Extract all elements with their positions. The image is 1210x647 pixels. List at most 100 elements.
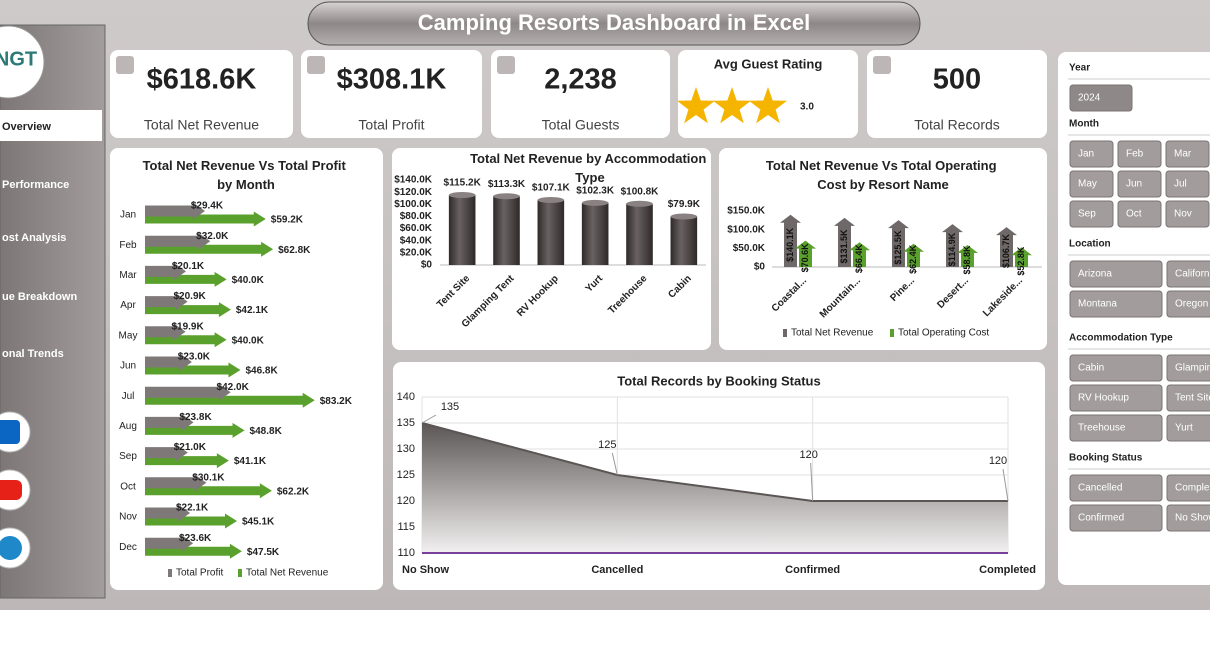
bar — [957, 245, 978, 267]
slicer-button[interactable] — [1165, 170, 1210, 198]
y-tick-label: 110 — [397, 547, 415, 559]
bar — [145, 323, 186, 341]
leader-line — [810, 462, 814, 502]
slicer-item[interactable]: Jun — [1126, 179, 1142, 190]
slicer-button[interactable] — [1166, 414, 1210, 442]
web-glyph — [0, 536, 22, 560]
slicer-item[interactable]: RV Hookup — [1078, 393, 1129, 404]
data-label: $125.5K — [893, 230, 903, 265]
slicer-title: Year — [1069, 63, 1090, 74]
x-tick-label: Cancelled — [591, 564, 643, 576]
slicer-button[interactable] — [1069, 170, 1114, 198]
slicer-item[interactable]: Tent Site — [1175, 393, 1210, 404]
slicer-item[interactable]: Sep — [1078, 209, 1096, 220]
slicer-button[interactable] — [1117, 170, 1162, 198]
data-label: $19.9K — [171, 321, 204, 332]
kpi-label: Total Profit — [358, 117, 424, 133]
data-label: $20.1K — [172, 261, 205, 272]
nav-active — [0, 110, 102, 141]
chart-title: Total Records by Booking Status — [617, 373, 820, 388]
slicer-item[interactable]: 2024 — [1078, 93, 1101, 104]
data-label: $23.0K — [178, 352, 211, 363]
y-tick-label: 140 — [397, 391, 415, 403]
data-label: $131.5K — [839, 229, 849, 264]
data-label: $62.8K — [278, 245, 311, 256]
data-label: $62.2K — [277, 486, 310, 497]
slicer-button[interactable] — [1069, 140, 1114, 168]
bar — [834, 217, 855, 267]
y-tick-label: $80.0K — [400, 211, 433, 222]
bar — [795, 240, 816, 267]
slicer-button[interactable] — [1069, 290, 1163, 318]
data-label: $42.0K — [217, 382, 250, 393]
bar — [942, 224, 963, 267]
y-tick-label: Sep — [119, 451, 137, 462]
bar-cap — [493, 193, 520, 200]
slicer-button[interactable] — [1069, 474, 1163, 502]
y-tick-label: Aug — [119, 421, 137, 432]
slicer-item[interactable]: Oregon — [1175, 299, 1208, 310]
slicer-button[interactable] — [1069, 200, 1114, 228]
slicer-button[interactable] — [1166, 260, 1210, 288]
slicer-button[interactable] — [1166, 504, 1210, 532]
slicer-button[interactable] — [1069, 260, 1163, 288]
slicer-item[interactable]: Jan — [1078, 149, 1094, 160]
slicer-button[interactable] — [1165, 200, 1210, 228]
slicer-item[interactable]: No Show — [1175, 513, 1210, 524]
nav-item: Performance — [2, 179, 69, 191]
slicer-item[interactable]: May — [1078, 179, 1097, 190]
slicer-button[interactable] — [1165, 140, 1210, 168]
bar — [849, 242, 870, 267]
slicer-item[interactable]: Montana — [1078, 299, 1117, 310]
slicer-button[interactable] — [1166, 384, 1210, 412]
slicer-button[interactable] — [1069, 504, 1163, 532]
bar-cap — [581, 199, 609, 206]
slicer-item[interactable]: Cabin — [1078, 363, 1104, 374]
slicer-item[interactable]: Arizona — [1078, 269, 1112, 280]
slicer-item[interactable]: Treehouse — [1078, 423, 1126, 434]
slicer-item[interactable]: Yurt — [1175, 423, 1193, 434]
chart-title: Total Net Revenue Vs Total Operating Cos… — [766, 158, 1000, 192]
slicer-item[interactable]: Confirmed — [1078, 513, 1124, 524]
data-label: $42.1K — [236, 305, 269, 316]
slicer-item[interactable]: Glamping — [1175, 363, 1210, 374]
data-label: $32.0K — [196, 231, 229, 242]
rating-star — [749, 87, 787, 124]
data-label: $47.5K — [247, 547, 280, 558]
slicer-button[interactable] — [1069, 84, 1133, 112]
slicer-button[interactable] — [1117, 140, 1162, 168]
kpi-value: 2,238 — [544, 64, 617, 96]
y-tick-label: 130 — [397, 443, 415, 455]
slicer-item[interactable]: California — [1175, 269, 1210, 280]
bar-cap — [670, 213, 698, 220]
slicer-button[interactable] — [1069, 384, 1163, 412]
data-label: $46.8K — [245, 366, 278, 377]
y-tick-label: Mar — [119, 270, 137, 281]
slicer-title: Accommodation Type — [1069, 333, 1173, 344]
slicer-item[interactable]: Feb — [1126, 149, 1144, 160]
kpi-label: Total Guests — [542, 117, 620, 133]
chart-title: Total Net Revenue Vs Total Profit by Mon… — [143, 158, 350, 192]
data-label: $102.3K — [576, 186, 615, 197]
slicer-item[interactable]: Nov — [1174, 209, 1192, 220]
slicer-button[interactable] — [1166, 474, 1210, 502]
bar — [145, 232, 211, 250]
slicer-item[interactable]: Mar — [1174, 149, 1192, 160]
slicer-button[interactable] — [1117, 200, 1162, 228]
y-tick-label: $0 — [421, 260, 433, 271]
slicer-button[interactable] — [1166, 290, 1210, 318]
y-tick-label: $140.0K — [394, 175, 433, 186]
slicer-item[interactable]: Jul — [1174, 179, 1187, 190]
y-tick-label: $50.0K — [733, 243, 766, 254]
x-tick-label: Completed — [979, 564, 1036, 576]
slicer-item[interactable]: Completed — [1175, 483, 1210, 494]
data-label: $107.1K — [532, 183, 571, 194]
slicer-button[interactable] — [1069, 354, 1163, 382]
bar — [145, 262, 187, 280]
nav-item: ue Breakdown — [2, 291, 77, 303]
slicer-item[interactable]: Oct — [1126, 209, 1142, 220]
slicer-button[interactable] — [1069, 414, 1163, 442]
slicer-item[interactable]: Cancelled — [1078, 483, 1122, 494]
slicer-button[interactable] — [1166, 354, 1210, 382]
